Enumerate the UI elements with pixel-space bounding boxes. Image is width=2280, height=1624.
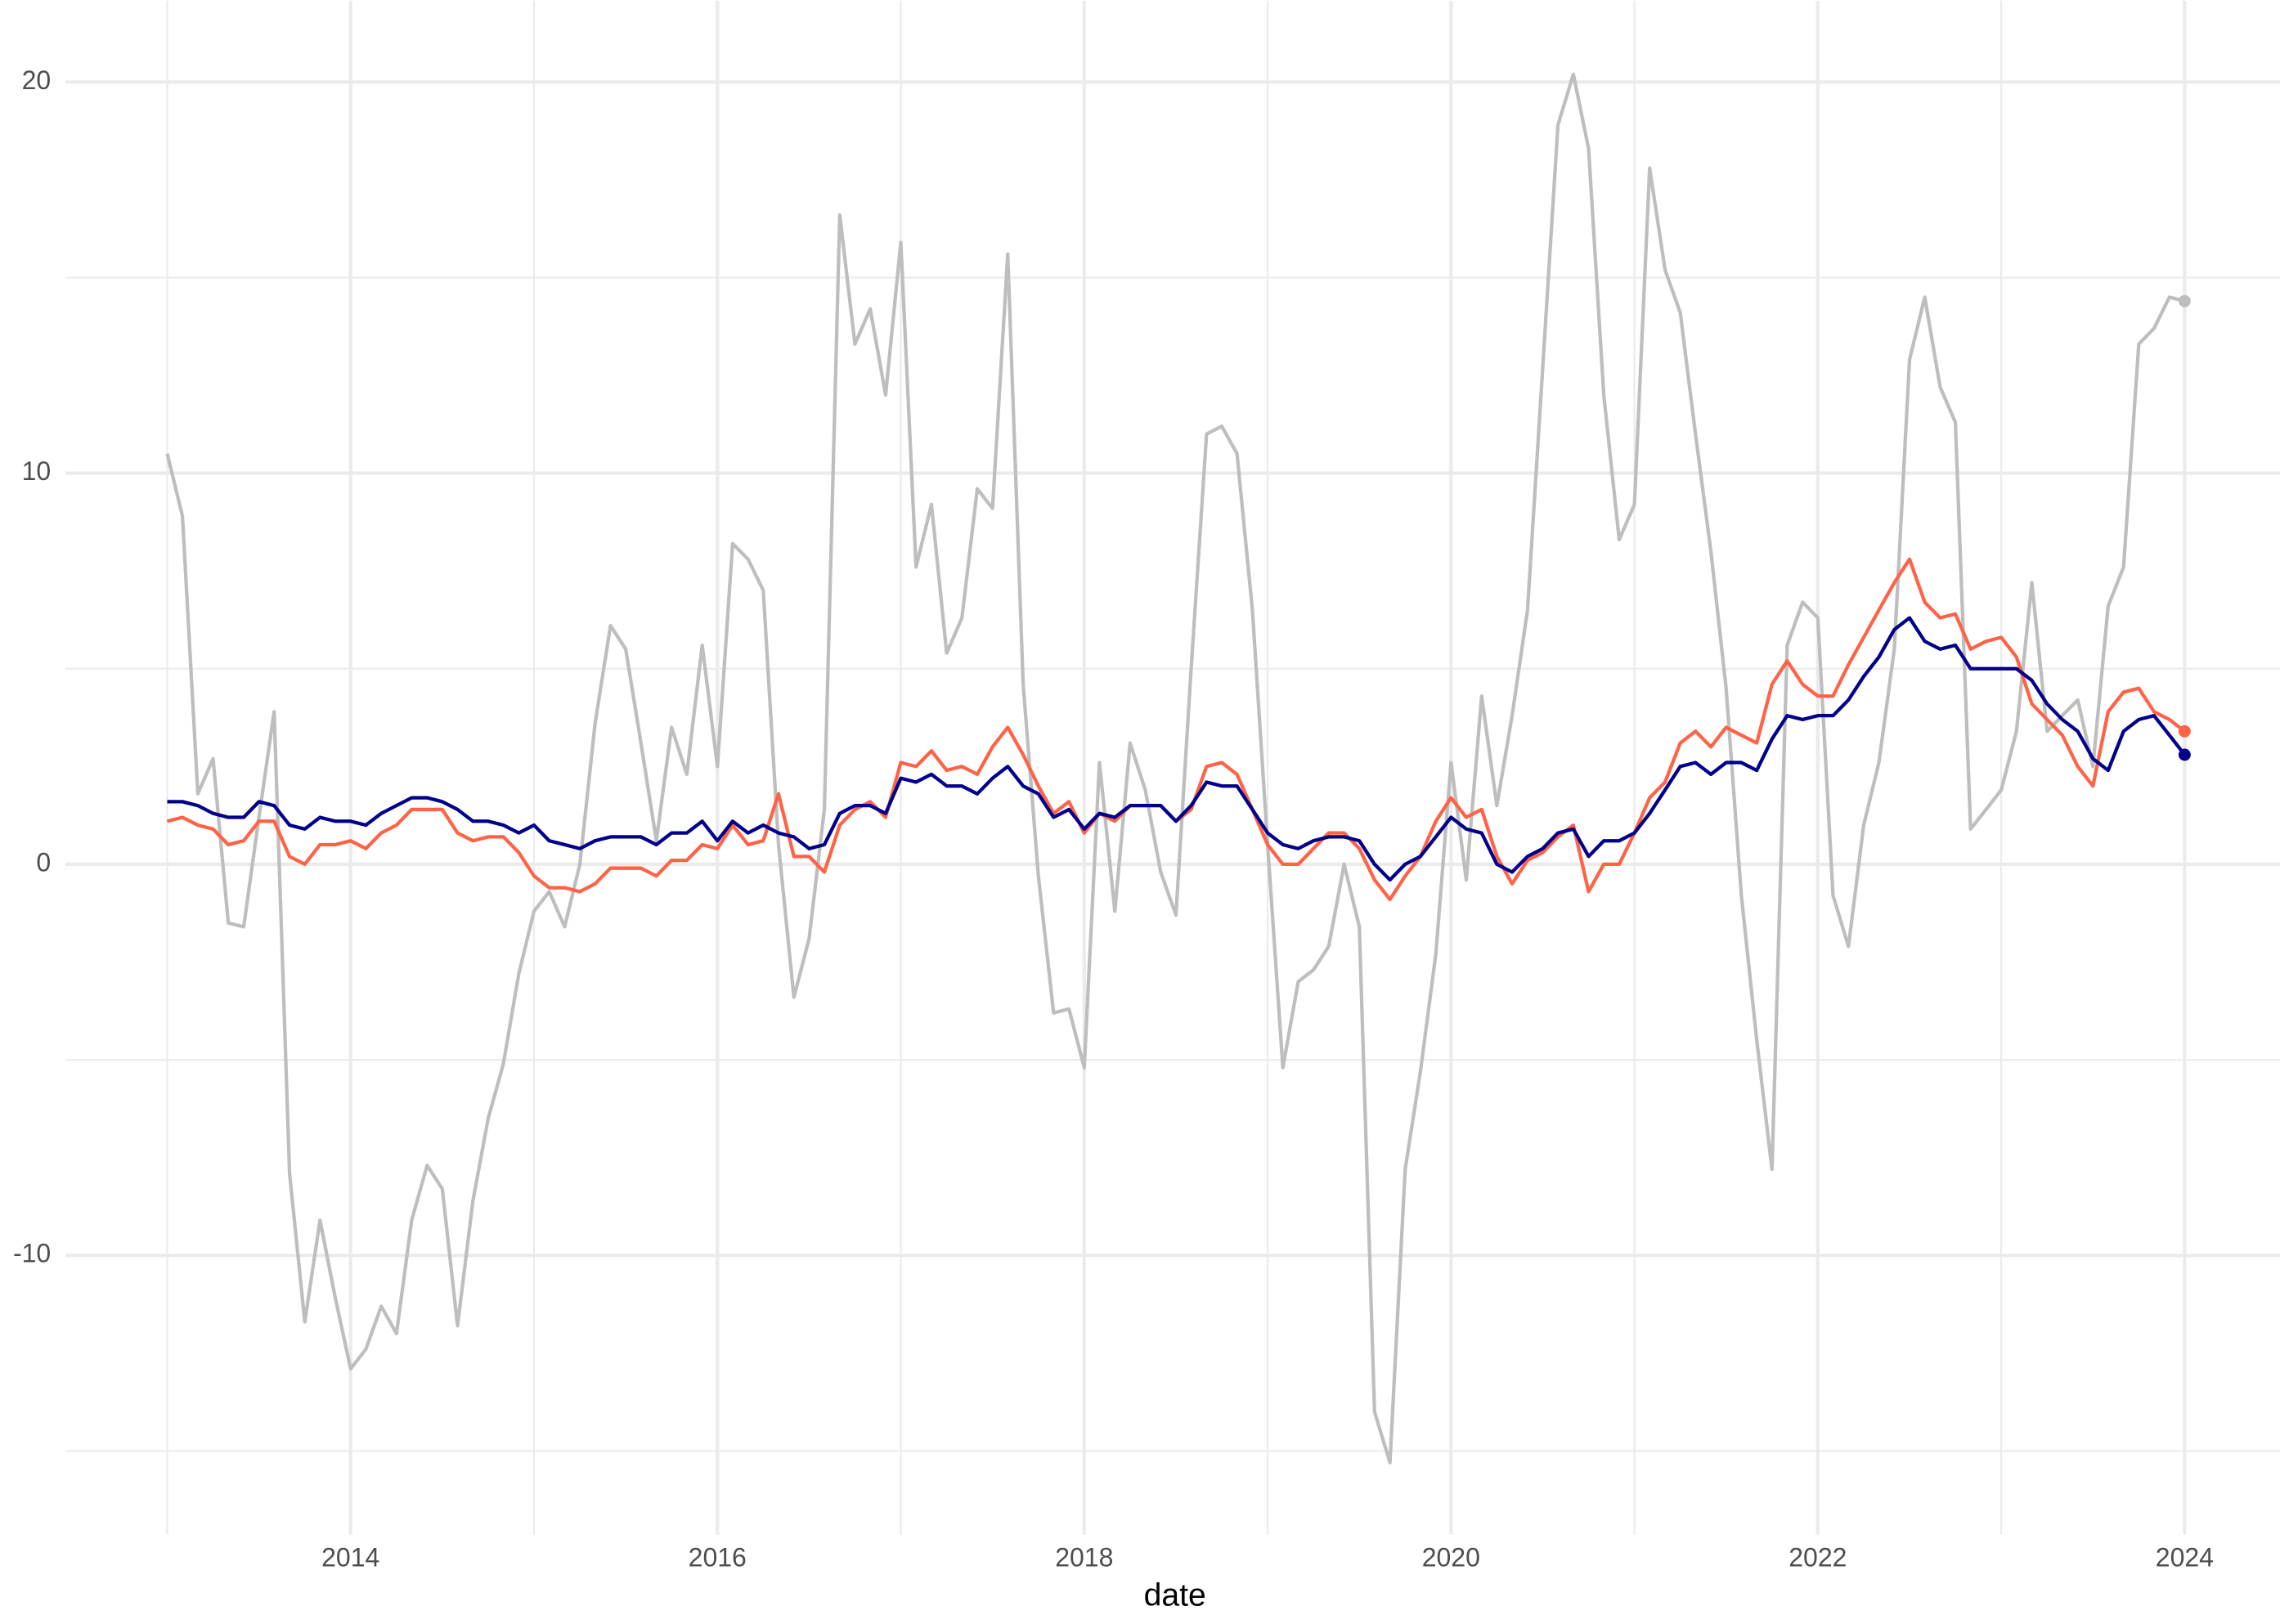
end-point <box>2178 748 2191 761</box>
x-tick-label: 2014 <box>321 1542 379 1572</box>
series-line <box>165 72 2185 1465</box>
y-tick-label: 20 <box>22 65 52 95</box>
y-tick-label: 0 <box>36 847 51 877</box>
y-tick-label: 10 <box>22 456 52 486</box>
x-tick-label: 2022 <box>1789 1542 1847 1572</box>
y-tick-label: -10 <box>13 1239 51 1268</box>
x-tick-label: 2018 <box>1055 1542 1113 1572</box>
end-point <box>2178 725 2191 738</box>
x-axis-title: date <box>1144 1577 1206 1613</box>
series-line <box>167 616 2187 882</box>
end-point <box>2178 294 2191 307</box>
x-tick-label: 2016 <box>689 1542 747 1572</box>
x-tick-label: 2024 <box>2156 1542 2214 1572</box>
x-tick-label: 2020 <box>1422 1542 1480 1572</box>
